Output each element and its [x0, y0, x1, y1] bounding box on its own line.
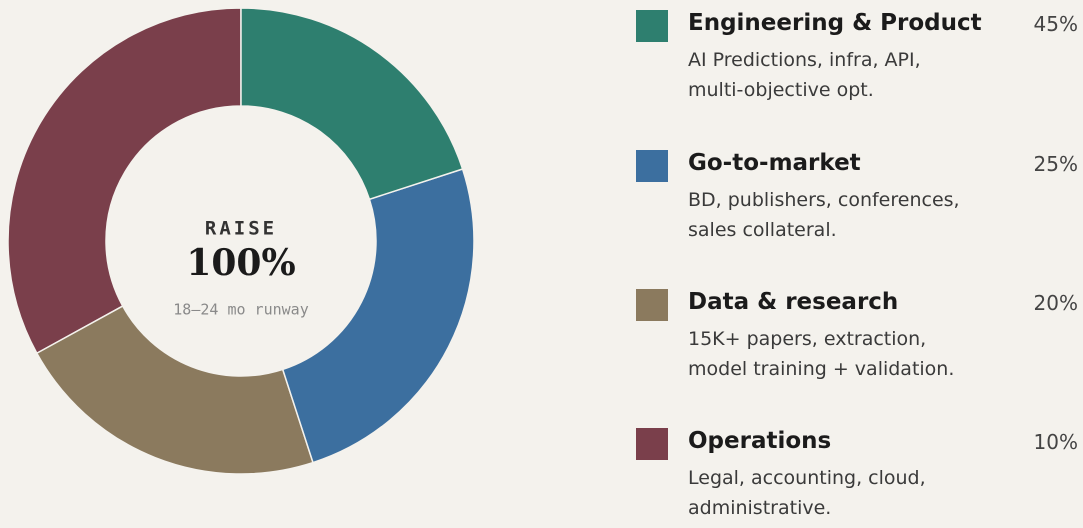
description-line: model training + validation.	[688, 358, 955, 380]
legend-share: 20%	[1033, 291, 1078, 315]
legend-item: Go-to-market 25% BD, publishers, conferenc…	[636, 140, 1083, 250]
legend-share: 25%	[1033, 152, 1078, 176]
legend-name: Data & research	[688, 289, 899, 315]
legend-item: Engineering & Product 45% AI Predictions, …	[636, 0, 1083, 110]
slice	[240, 7, 464, 201]
description-line: multi-objective opt.	[688, 79, 874, 101]
legend-description: Legal, accounting, cloud, administrative.	[688, 463, 926, 523]
description-line: 15K+ papers, extraction,	[688, 328, 927, 350]
legend-item: Operations 10% Legal, accounting, cloud, ad…	[636, 418, 1083, 528]
center-label: RAISE	[205, 218, 277, 240]
legend-name: Engineering & Product	[688, 10, 982, 36]
legend-item: Data & research 20% 15K+ papers, extractio…	[636, 279, 1083, 389]
description-line: AI Predictions, infra, API,	[688, 49, 921, 71]
legend-swatch	[636, 428, 668, 460]
description-line: Legal, accounting, cloud,	[688, 467, 926, 489]
legend-description: AI Predictions, infra, API, multi-objecti…	[688, 45, 921, 105]
slice	[35, 305, 314, 475]
legend-share: 10%	[1033, 430, 1078, 454]
legend-description: 15K+ papers, extraction, model training +…	[688, 324, 954, 384]
center-value: 100%	[186, 242, 295, 284]
slice	[281, 168, 475, 464]
legend-swatch	[636, 289, 668, 321]
legend-name: Operations	[688, 428, 832, 454]
slice	[7, 7, 242, 355]
legend-description: BD, publishers, conferences, sales collat…	[688, 185, 960, 245]
center-note: 18–24 mo runway	[173, 301, 308, 319]
legend-swatch	[636, 150, 668, 182]
legend-swatch	[636, 10, 668, 42]
legend-name: Go-to-market	[688, 150, 861, 176]
legend-share: 45%	[1033, 12, 1078, 36]
description-line: sales collateral.	[688, 219, 837, 241]
donut-chart: RAISE 100% 18–24 mo runway	[7, 7, 475, 475]
description-line: BD, publishers, conferences,	[688, 189, 960, 211]
description-line: administrative.	[688, 497, 832, 519]
